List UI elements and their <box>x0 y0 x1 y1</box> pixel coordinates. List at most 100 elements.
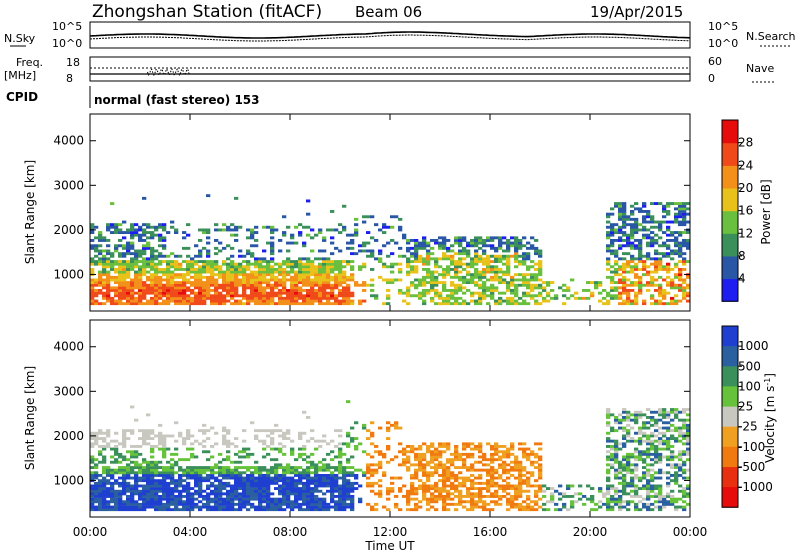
echo-cell <box>350 437 355 440</box>
echo-cell <box>338 278 343 282</box>
echo-cell <box>426 500 431 504</box>
echo-cell <box>310 294 315 298</box>
echo-cell <box>446 476 451 480</box>
echo-cell <box>150 450 155 454</box>
echo-cell <box>682 495 687 498</box>
echo-cell <box>310 489 315 493</box>
echo-cell <box>678 241 683 245</box>
echo-cell <box>102 437 107 440</box>
echo-cell <box>234 437 239 440</box>
echo-cell <box>122 458 127 462</box>
echo-cell <box>114 278 119 282</box>
echo-cell <box>262 270 267 274</box>
echo-cell <box>526 479 531 483</box>
echo-cell <box>506 502 511 506</box>
echo-cell <box>618 236 623 240</box>
echo-cell <box>674 294 679 298</box>
echo-cell <box>446 270 451 274</box>
echo-cell <box>622 445 627 448</box>
echo-cell <box>182 289 187 292</box>
echo-cell <box>606 476 611 480</box>
echo-cell <box>318 500 323 504</box>
echo-cell <box>610 249 615 253</box>
echo-cell <box>318 265 323 269</box>
echo-cell <box>646 508 651 512</box>
echo-cell <box>150 257 155 261</box>
echo-cell <box>642 202 647 205</box>
echo-cell <box>158 481 163 485</box>
echo-cell <box>302 508 307 512</box>
echo-cell <box>506 299 511 303</box>
echo-cell <box>498 484 503 488</box>
echo-cell <box>186 302 191 306</box>
echo-cell <box>246 495 251 498</box>
echo-cell <box>510 278 515 282</box>
echo-cell <box>674 505 679 509</box>
echo-cell <box>562 289 567 292</box>
echo-cell <box>482 505 487 509</box>
echo-cell <box>266 273 271 277</box>
echo-cell <box>106 244 111 248</box>
echo-cell <box>518 466 523 469</box>
echo-cell <box>154 270 159 274</box>
echo-cell <box>330 265 335 269</box>
echo-cell <box>294 495 299 498</box>
echo-cell <box>658 447 663 451</box>
echo-cell <box>646 212 651 216</box>
echo-cell <box>634 495 639 498</box>
echo-cell <box>298 479 303 483</box>
echo-cell <box>366 484 371 488</box>
echo-cell <box>306 270 311 274</box>
echo-cell <box>262 278 267 282</box>
echo-cell <box>622 275 627 279</box>
echo-cell <box>114 270 119 274</box>
echo-cell <box>478 275 483 279</box>
echo-cell <box>282 299 287 303</box>
echo-cell <box>674 463 679 467</box>
echo-cell <box>262 466 267 469</box>
echo-cell <box>606 257 611 261</box>
echo-cell <box>134 252 139 256</box>
echo-cell <box>142 223 147 227</box>
echo-cell <box>138 228 143 232</box>
echo-cell <box>414 474 419 477</box>
echo-cell <box>222 497 227 501</box>
echo-cell <box>194 273 199 277</box>
echo-cell <box>210 283 215 287</box>
echo-cell <box>454 289 459 292</box>
echo-cell <box>318 270 323 274</box>
echo-cell <box>378 260 383 263</box>
echo-cell <box>142 268 147 271</box>
echo-cell <box>674 252 679 256</box>
echo-cell <box>354 445 359 448</box>
echo-cell <box>638 286 643 290</box>
echo-cell <box>222 468 227 472</box>
echo-cell <box>138 299 143 303</box>
echo-cell <box>266 476 271 480</box>
echo-cell <box>338 452 343 456</box>
echo-cell <box>418 294 423 298</box>
echo-cell <box>98 281 103 284</box>
echo-cell <box>670 474 675 477</box>
echo-cell <box>454 450 459 454</box>
echo-cell <box>402 254 407 258</box>
echo-cell <box>98 429 103 433</box>
echo-cell <box>350 291 355 295</box>
echo-cell <box>206 429 211 433</box>
echo-cell <box>646 455 651 459</box>
echo-cell <box>626 265 631 269</box>
echo-cell <box>162 471 167 475</box>
echo-cell <box>218 479 223 483</box>
echo-cell <box>150 249 155 253</box>
echo-cell <box>206 458 211 462</box>
echo-cell <box>162 474 167 477</box>
echo-cell <box>186 299 191 303</box>
echo-cell <box>666 421 671 425</box>
echo-cell <box>342 502 347 506</box>
echo-cell <box>510 241 515 245</box>
echo-cell <box>258 291 263 295</box>
echo-cell <box>442 252 447 256</box>
echo-cell <box>242 268 247 271</box>
echo-cell <box>474 241 479 245</box>
echo-cell <box>102 254 107 258</box>
